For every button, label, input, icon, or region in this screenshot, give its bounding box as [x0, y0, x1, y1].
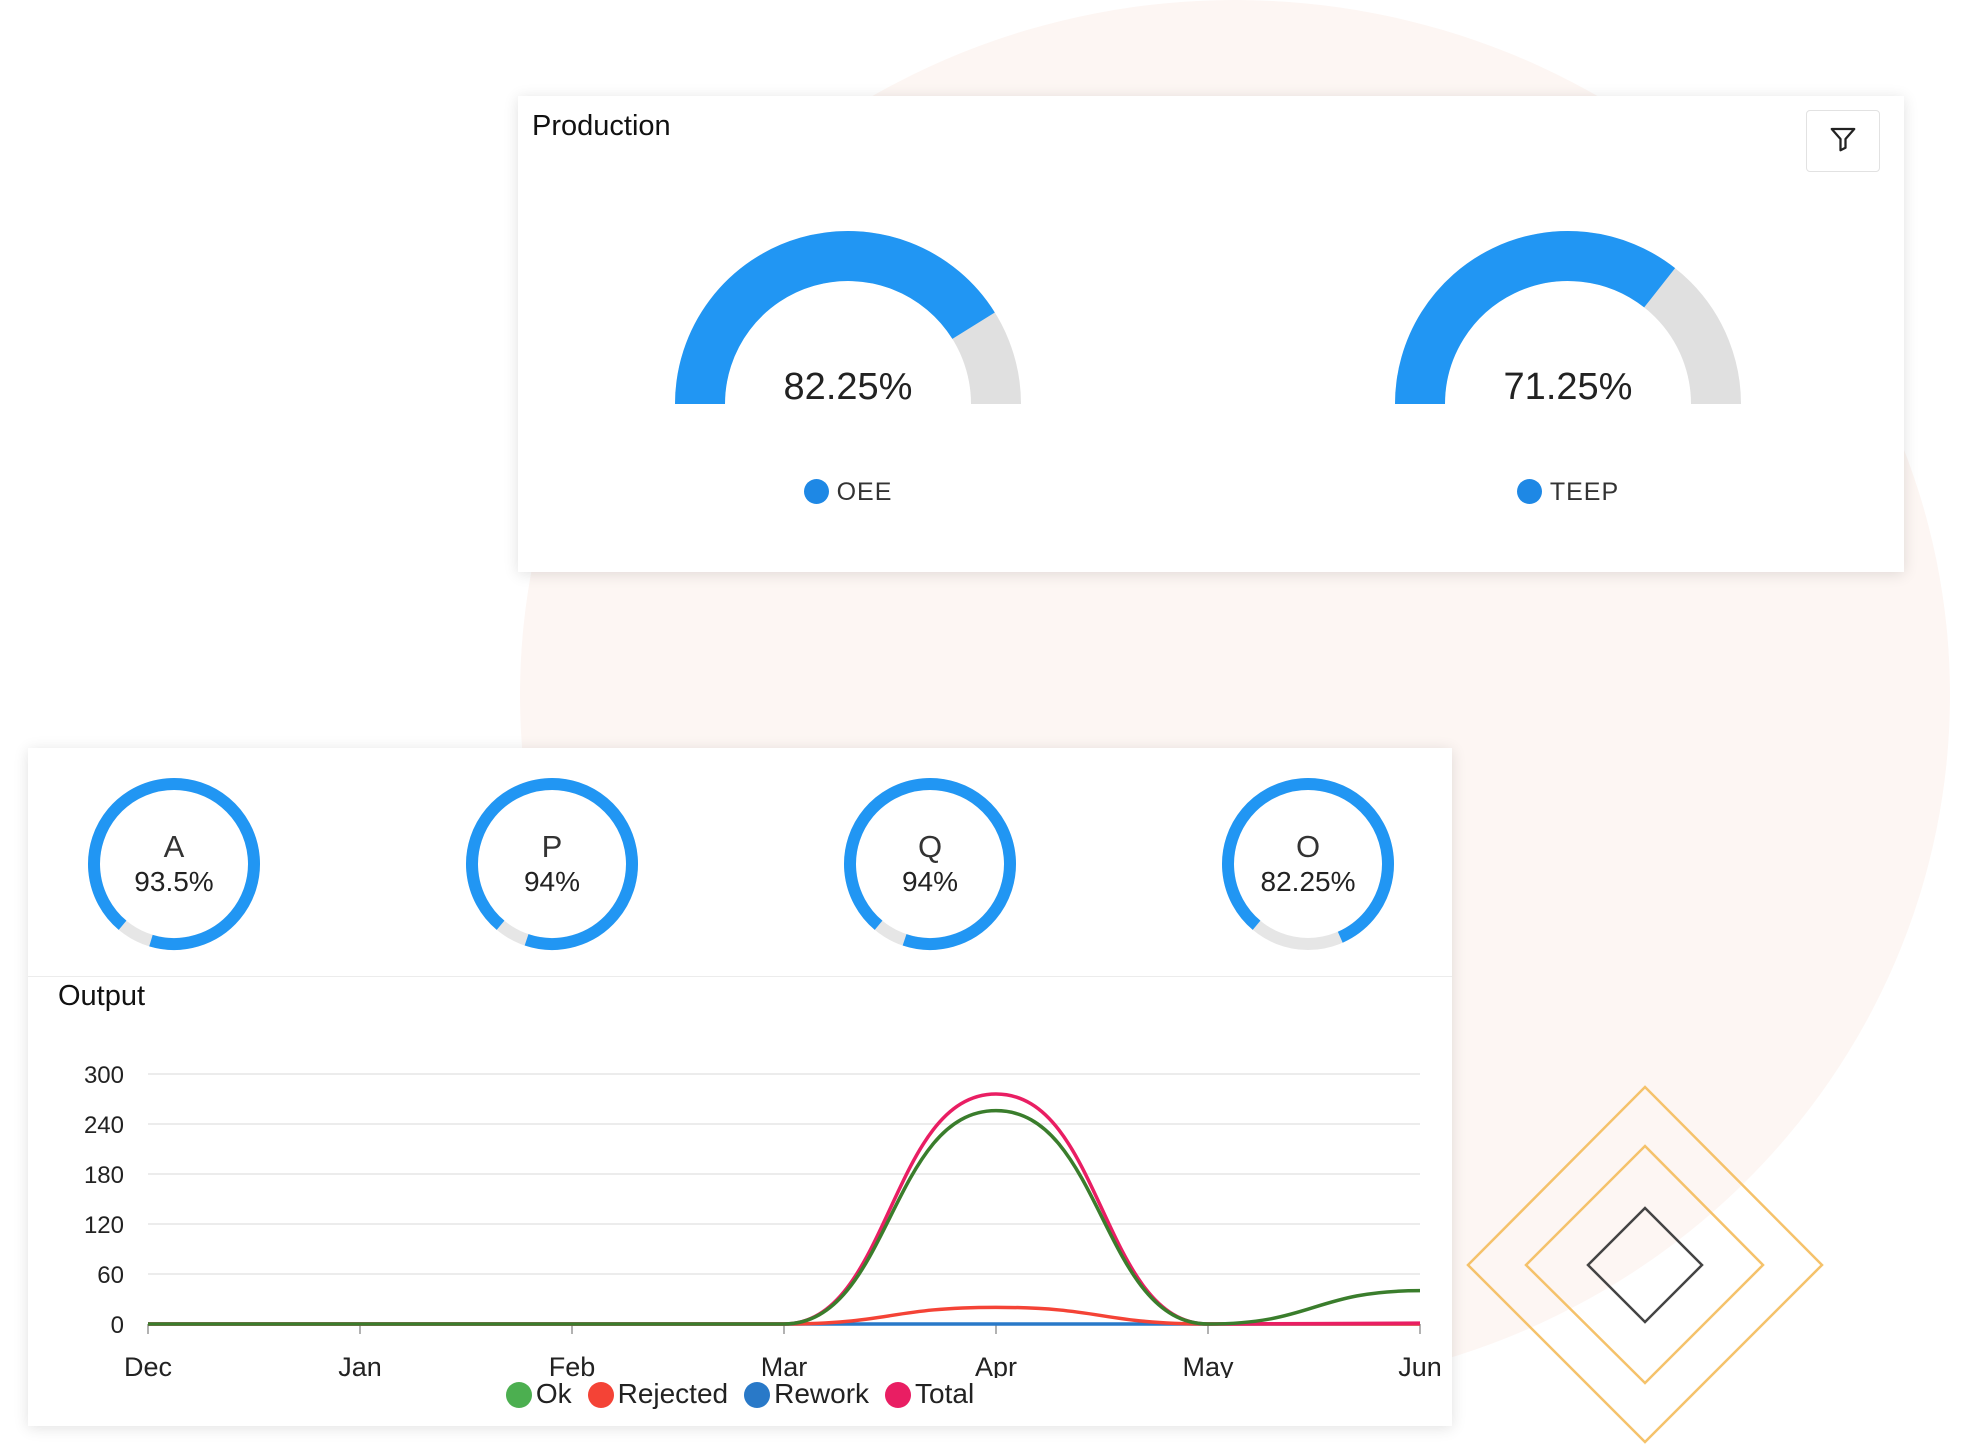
series-line-ok — [148, 1108, 1421, 1326]
oee-gauge: 82.25% OEE — [658, 216, 1038, 516]
deco-diamond-outer — [1466, 1085, 1824, 1444]
ring-face — [86, 776, 262, 952]
kpi-output-card: A 93.5% P 94% Q 94% O 82.25% Output 0 60 1… — [28, 748, 1452, 1426]
teep-legend-label: TEEP — [1549, 478, 1620, 506]
divider — [28, 976, 1452, 977]
legend-item-rejected[interactable]: Rejected — [587, 1378, 729, 1410]
oee-gauge-value: 82.25% — [783, 366, 913, 408]
ring-progress — [844, 778, 1016, 950]
kpi-performance-value: 94% — [523, 866, 581, 897]
ring-face — [464, 776, 640, 952]
teep-legend: TEEP — [1378, 478, 1758, 507]
chart-legend: Ok Rejected Rework Total — [28, 1378, 1452, 1410]
y-tick-label: 0 — [111, 1312, 124, 1339]
series-line-rejected — [148, 1305, 1420, 1326]
gauge-fill — [675, 231, 995, 405]
legend-dot — [587, 1382, 614, 1408]
y-tick-label: 180 — [84, 1162, 124, 1189]
kpi-quality-letter: Q — [917, 829, 943, 864]
y-tick-label: 240 — [84, 1112, 124, 1139]
legend-label: Ok — [535, 1378, 572, 1409]
legend-label: Rework — [774, 1378, 870, 1409]
kpi-oee-value: 82.25% — [1260, 866, 1356, 897]
kpi-quality: Q 94% — [830, 764, 1030, 964]
legend-dot — [885, 1382, 912, 1408]
x-tick-label: Apr — [975, 1352, 1017, 1378]
legend-item-rework[interactable]: Rework — [744, 1378, 869, 1410]
kpi-availability-letter: A — [163, 829, 185, 864]
legend-item-ok[interactable]: Ok — [505, 1378, 572, 1410]
filter-icon — [1828, 124, 1858, 159]
y-tick-label: 60 — [97, 1262, 124, 1289]
x-tick-label: Jan — [338, 1352, 382, 1378]
x-tick-label: May — [1182, 1352, 1234, 1378]
deco-diamond-middle — [1524, 1144, 1765, 1385]
ring-face — [1220, 776, 1396, 952]
kpi-performance-letter: P — [541, 829, 563, 864]
x-tick-label: Jun — [1398, 1352, 1442, 1378]
kpi-availability-value: 93.5% — [134, 866, 214, 897]
filter-button[interactable] — [1806, 110, 1880, 172]
kpi-oee: O 82.25% — [1208, 764, 1408, 964]
oee-legend-label: OEE — [836, 478, 893, 506]
legend-label: Total — [915, 1378, 975, 1409]
gauge-fill — [1395, 231, 1676, 405]
teep-legend-dot — [1516, 479, 1542, 504]
oee-legend-dot — [803, 479, 829, 504]
x-tick-label: Mar — [761, 1352, 808, 1378]
kpi-performance: P 94% — [452, 764, 652, 964]
output-line-chart: 0 60 120 180 240 300 Dec Jan Feb Mar Apr May Jun — [84, 1062, 1442, 1378]
legend-dot — [744, 1382, 771, 1408]
teep-gauge: 71.25% TEEP — [1378, 216, 1758, 516]
kpi-oee-letter: O — [1295, 829, 1321, 864]
legend-label: Rejected — [617, 1378, 729, 1409]
x-tick-label: Feb — [549, 1352, 596, 1378]
series-line-total — [148, 1092, 1421, 1326]
y-tick-label: 300 — [84, 1062, 124, 1089]
ring-face — [842, 776, 1018, 952]
teep-gauge-value: 71.25% — [1503, 366, 1633, 408]
legend-dot — [505, 1382, 532, 1408]
deco-diamond-inner — [1586, 1206, 1704, 1324]
kpi-quality-value: 94% — [901, 866, 959, 897]
kpi-availability: A 93.5% — [74, 764, 274, 964]
production-title: Production — [532, 110, 671, 142]
output-title: Output — [58, 980, 146, 1012]
decorative-diamonds — [1466, 1085, 1824, 1444]
x-tick-label: Dec — [124, 1352, 172, 1378]
y-tick-label: 120 — [84, 1212, 124, 1239]
legend-item-total[interactable]: Total — [885, 1378, 974, 1410]
oee-legend: OEE — [658, 478, 1038, 507]
production-card: Production 82.25% OEE 71.25% TEEP — [518, 96, 1904, 572]
